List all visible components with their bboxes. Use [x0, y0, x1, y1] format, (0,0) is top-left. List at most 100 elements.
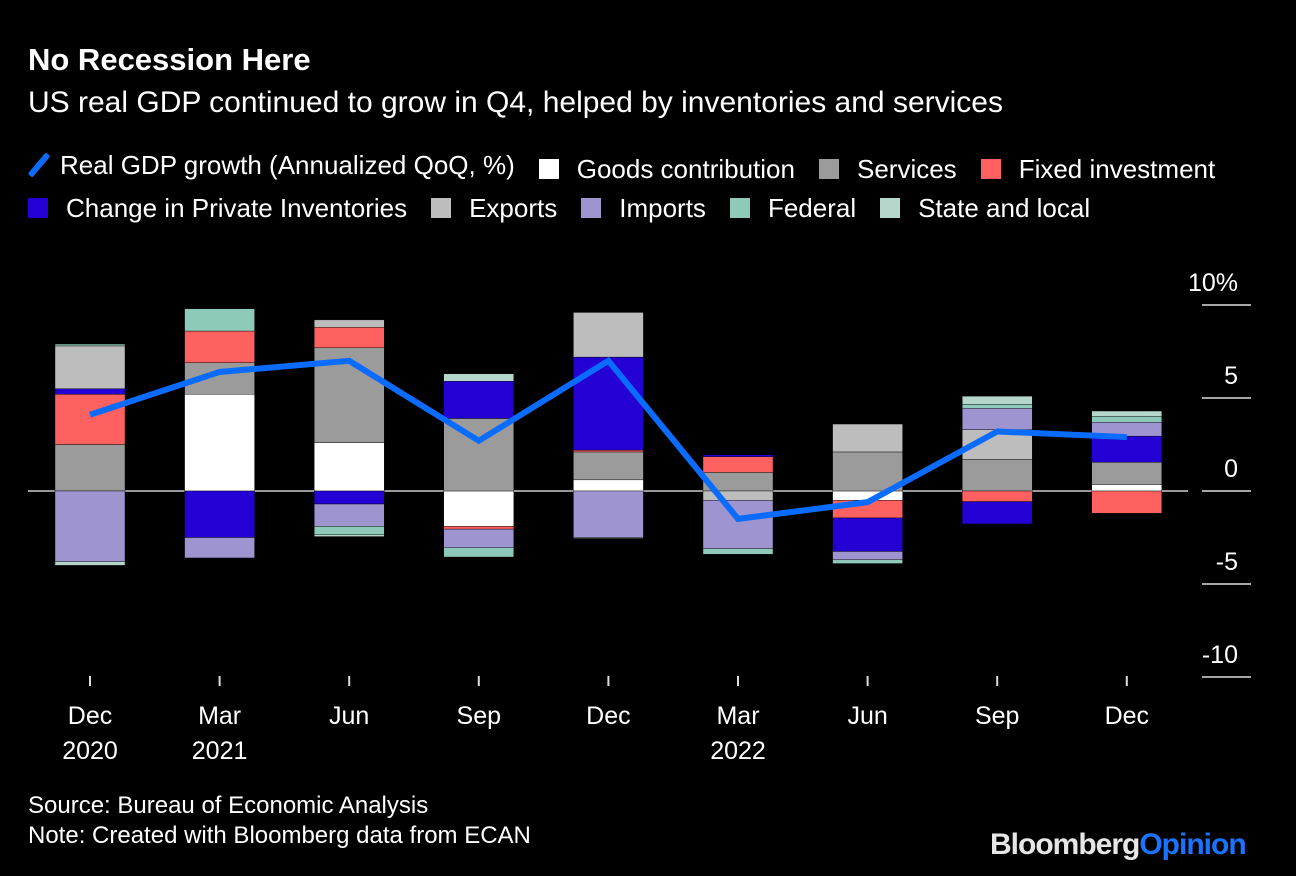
bar-segment-goods-contribution: [1091, 484, 1163, 492]
legend-swatch-icon: [581, 198, 602, 218]
y-tick-label: 0: [1224, 455, 1238, 483]
legend-swatch-icon: [818, 159, 839, 179]
x-tick-label: Dec: [1105, 702, 1149, 730]
bar-segment-federal: [702, 548, 774, 555]
y-tick-label: -10: [1202, 641, 1238, 669]
legend-item-gdp-line: Real GDP growth (Annualized QoQ, %): [27, 146, 515, 184]
bar-segment-federal: [832, 559, 903, 564]
bar-segment-state-and-local: [443, 373, 514, 382]
bar-segment-change-in-private-inventories: [832, 517, 903, 552]
bar-segment-federal: [962, 404, 1033, 409]
legend-label: Real GDP growth (Annualized QoQ, %): [60, 150, 515, 180]
bar-segment-fixed-investment: [702, 456, 774, 473]
bar-segment-change-in-private-inventories: [54, 388, 126, 395]
bar-segment-exports: [832, 423, 903, 453]
x-tick-label: Dec: [68, 702, 112, 730]
y-tick-label: 5: [1224, 362, 1238, 390]
bar-segment-change-in-private-inventories: [573, 356, 644, 451]
bar-segment-exports: [54, 345, 126, 389]
bar-segment-fixed-investment: [54, 394, 126, 445]
legend-label: Services: [856, 154, 957, 184]
bar-segment-imports: [962, 408, 1033, 430]
bar-segment-state-and-local: [573, 537, 644, 539]
bar-segment-services: [832, 451, 903, 492]
bar-segment-change-in-private-inventories: [702, 454, 774, 457]
bar-segment-goods-contribution: [184, 394, 255, 492]
x-tick-label: Mar: [198, 702, 241, 730]
bar-segment-exports: [314, 319, 385, 328]
bar-segment-services: [962, 459, 1033, 492]
legend-label: State and local: [918, 193, 1091, 223]
legend-swatch-icon: [431, 198, 452, 218]
legend-swatch-icon: [729, 198, 750, 218]
x-tick-label: 2021: [192, 737, 248, 765]
legend-item: Federal: [729, 189, 857, 227]
bar-segment-services: [1091, 461, 1163, 485]
bar-segment-state-and-local: [54, 561, 126, 566]
legend-item: Change in Private Inventories: [28, 189, 407, 227]
bar-segment-fixed-investment: [184, 330, 255, 363]
legend-item: State and local: [880, 189, 1090, 227]
bar-segment-imports: [573, 490, 644, 538]
x-tick-label: Sep: [457, 702, 501, 730]
legend-item: Exports: [431, 189, 557, 227]
bar-segment-imports: [184, 537, 255, 559]
bar-segment-change-in-private-inventories: [1091, 435, 1163, 463]
bar-segment-change-in-private-inventories: [184, 490, 255, 538]
x-tick-label: Mar: [716, 702, 759, 730]
bar-segment-fixed-investment: [962, 490, 1033, 502]
bar-segment-imports: [832, 551, 903, 561]
bar-segment-federal: [184, 308, 255, 332]
y-tick-label: -5: [1216, 548, 1238, 576]
bar-segment-services: [54, 444, 126, 492]
legend-item: Services: [818, 150, 957, 188]
chart-title: No Recession Here: [28, 42, 311, 77]
chart-subtitle: US real GDP continued to grow in Q4, hel…: [28, 86, 1003, 119]
x-tick-label: Jun: [329, 702, 369, 730]
bar-segment-fixed-investment: [443, 526, 514, 530]
bar-segment-federal: [1091, 416, 1163, 423]
bar-segment-imports: [443, 528, 514, 548]
bar-segment-fixed-investment: [1091, 490, 1163, 514]
bar-segment-goods-contribution: [573, 479, 644, 492]
bar-segment-change-in-private-inventories: [962, 501, 1033, 525]
legend: Real GDP growth (Annualized QoQ, %) Goods…: [27, 146, 1268, 228]
bar-segment-imports: [702, 500, 774, 549]
legend-item: Imports: [581, 189, 706, 227]
bar-segment-state-and-local: [1091, 410, 1163, 417]
bar-segment-fixed-investment: [314, 327, 385, 348]
bar-segment-change-in-private-inventories: [443, 381, 514, 419]
bar-segment-federal: [54, 343, 126, 347]
bar-segment-goods-contribution: [443, 490, 514, 527]
source-note: Source: Bureau of Economic Analysis: [28, 792, 429, 819]
bar-segment-federal: [314, 526, 385, 535]
x-tick-label: Sep: [975, 702, 1019, 730]
legend-label: Fixed investment: [1018, 154, 1216, 184]
legend-label: Imports: [619, 193, 706, 223]
x-tick-label: Jun: [847, 702, 887, 730]
bar-segment-exports: [573, 312, 644, 358]
legend-item: Fixed investment: [980, 150, 1216, 188]
bar-segment-imports: [54, 490, 126, 562]
legend-swatch-icon: [880, 198, 901, 218]
bar-segment-fixed-investment: [573, 449, 644, 453]
bar-segment-imports: [314, 503, 385, 527]
bar-segment-state-and-local: [962, 395, 1033, 405]
bar-segment-goods-contribution: [314, 442, 385, 492]
footnote: Note: Created with Bloomberg data from E…: [28, 822, 531, 849]
legend-label: Federal: [767, 193, 857, 223]
legend-swatch-icon: [980, 159, 1001, 179]
bar-segment-change-in-private-inventories: [314, 490, 385, 505]
legend-label: Goods contribution: [576, 154, 795, 184]
y-tick-label: 10%: [1188, 269, 1238, 297]
x-tick-label: 2020: [62, 737, 118, 765]
legend-label: Exports: [469, 193, 558, 223]
legend-swatch-icon: [28, 198, 48, 218]
bar-segment-services: [443, 418, 514, 492]
bar-segment-state-and-local: [314, 534, 385, 537]
bar-segment-federal: [443, 547, 514, 558]
legend-item: Goods contribution: [538, 150, 795, 188]
bar-segment-services: [573, 451, 644, 481]
bloomberg-opinion-logo: BloombergOpinion: [990, 828, 1247, 861]
